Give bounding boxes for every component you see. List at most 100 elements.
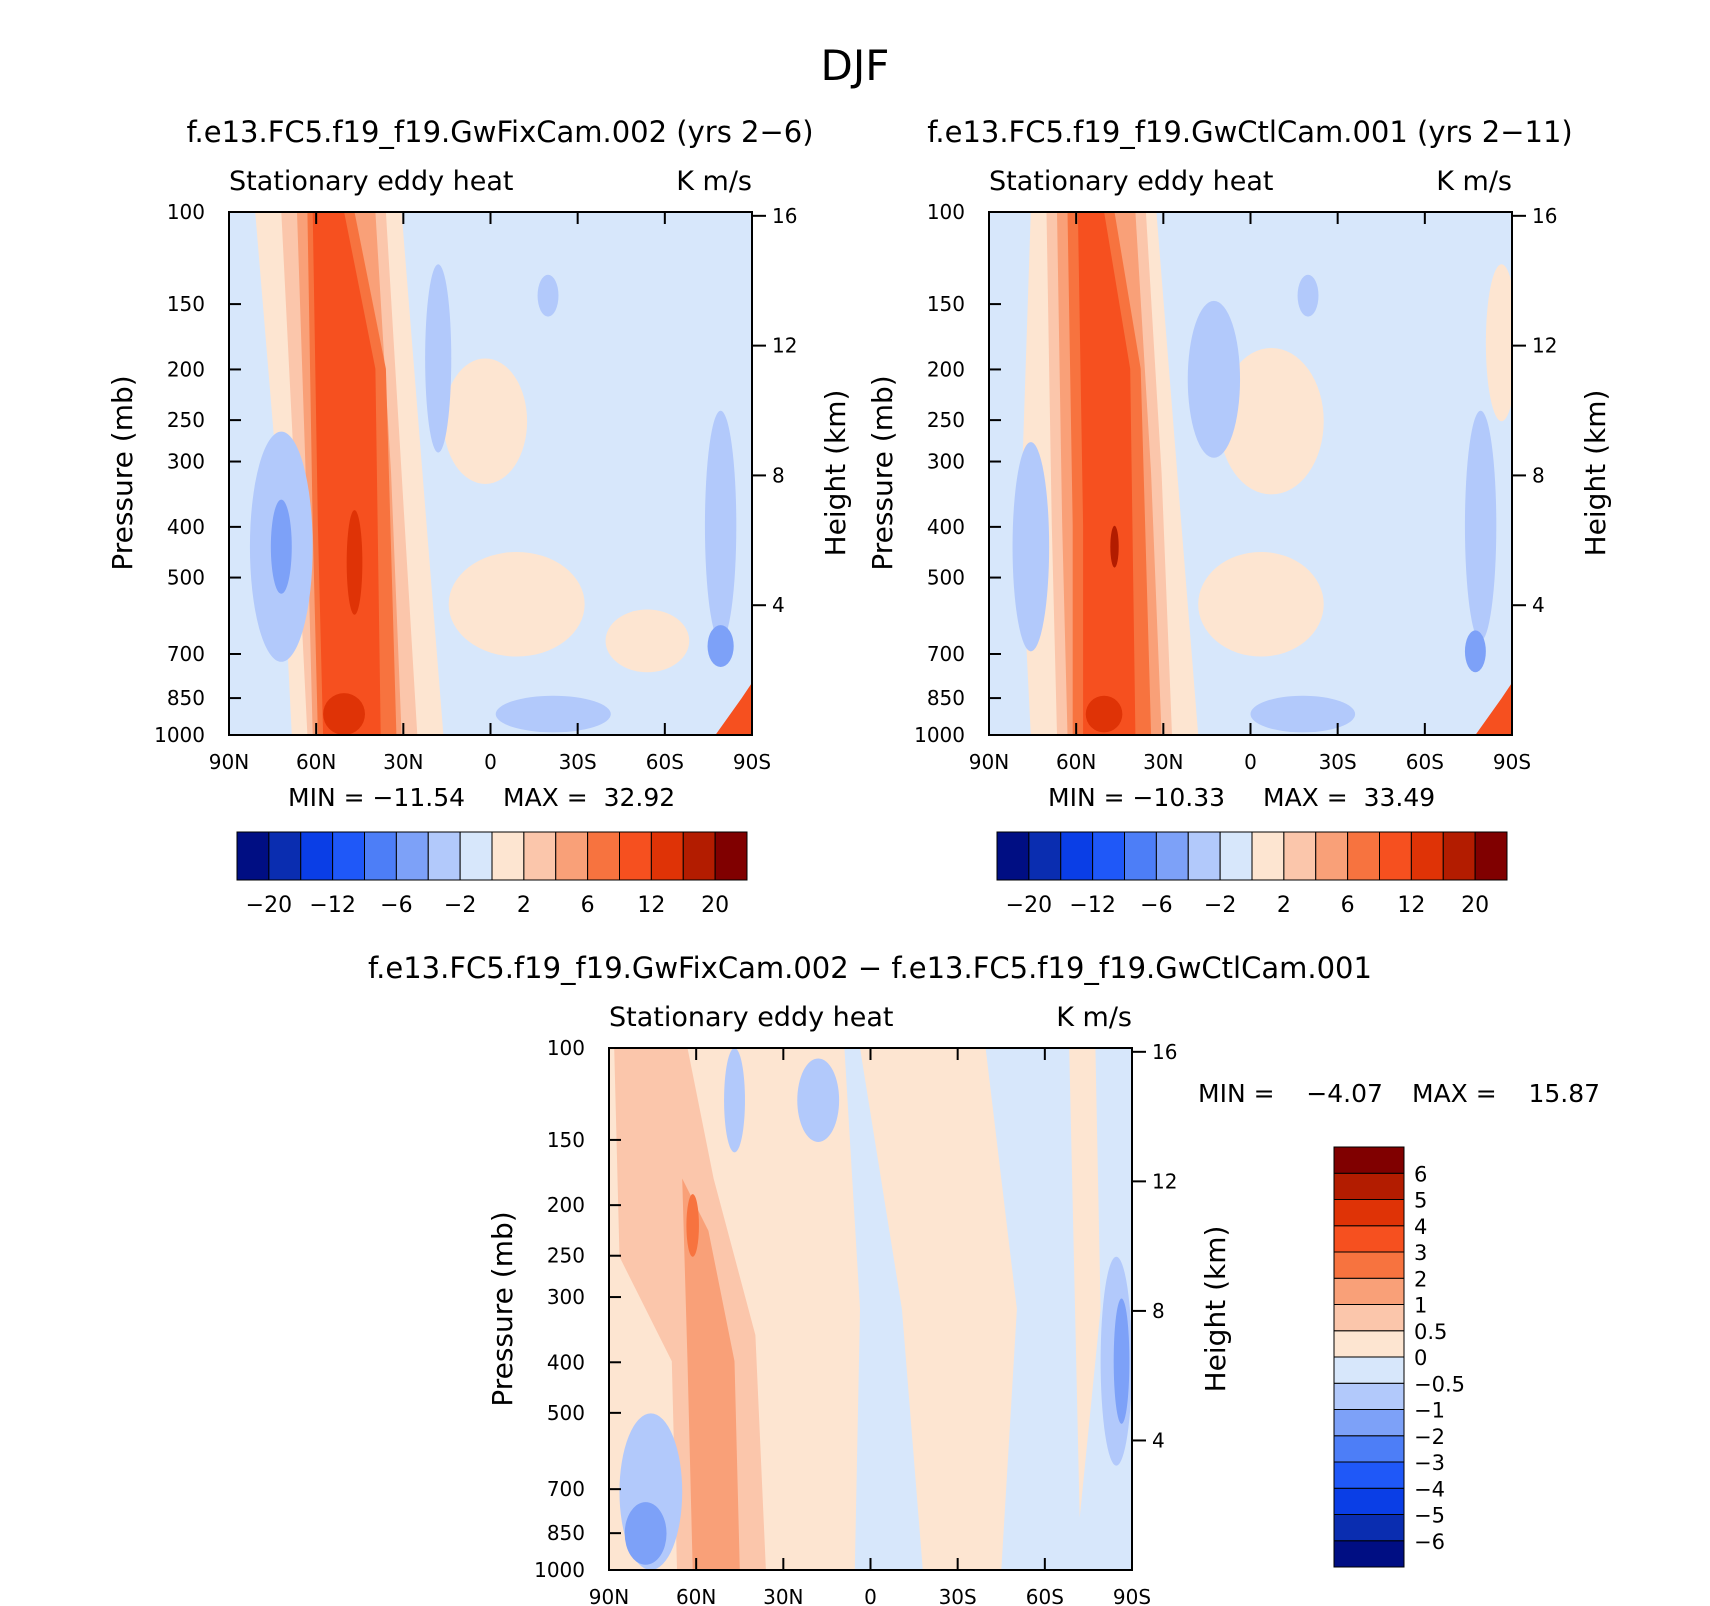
colorbar-tick-label: 6 (1414, 1162, 1427, 1186)
y-right-tick-label: 16 (1152, 1040, 1177, 1064)
y-tick-label: 500 (547, 1401, 585, 1425)
colorbar-swatch (1333, 1487, 1405, 1515)
colorbar-swatch (1347, 831, 1380, 881)
figure-title: DJF (821, 41, 890, 90)
contour-band (443, 358, 528, 484)
colorbar-tick-label: 12 (1397, 893, 1425, 918)
colorbar-tick-label: 5 (1414, 1189, 1427, 1213)
y-right-tick-label: 4 (1152, 1428, 1165, 1452)
x-tick-label: 0 (484, 750, 497, 774)
colorbar-swatch (1187, 831, 1221, 881)
y-tick-label: 850 (927, 686, 965, 710)
x-tick-label: 90S (733, 750, 771, 774)
colorbar-tick-label: −6 (1140, 893, 1172, 918)
colorbar-swatch (300, 831, 334, 881)
y-tick-label: 100 (927, 200, 965, 224)
x-tick-label: 60S (1026, 1585, 1064, 1606)
y-axis-right-label: Height (km) (1199, 1226, 1232, 1393)
y-axis-label: Pressure (mb) (486, 1211, 519, 1406)
y-right-tick-label: 12 (1152, 1169, 1177, 1193)
colorbar-tick-label: 6 (581, 893, 595, 918)
colorbar-swatch (1283, 831, 1317, 881)
colorbar-swatch (491, 831, 525, 881)
colorbar-swatch (1333, 1409, 1405, 1437)
y-right-tick-label: 4 (1532, 593, 1545, 617)
contour-band (1485, 264, 1512, 422)
contour-band (1219, 347, 1324, 495)
y-tick-label: 300 (167, 450, 205, 474)
y-tick-label: 300 (547, 1285, 585, 1309)
colorbar-swatch (1219, 831, 1253, 881)
y-right-tick-label: 8 (772, 463, 785, 487)
x-tick-label: 30S (939, 1585, 977, 1606)
contour-band (1464, 410, 1497, 641)
colorbar-swatch (714, 831, 748, 881)
colorbar-swatch (1333, 1356, 1405, 1384)
panel-subtitle-left: Stationary eddy heat (609, 1002, 894, 1033)
colorbar-tick-label: −12 (1069, 893, 1115, 918)
y-tick-label: 700 (927, 642, 965, 666)
colorbar-swatch (459, 831, 493, 881)
y-tick-label: 250 (167, 408, 205, 432)
colorbar-tick-label: 2 (1414, 1267, 1427, 1291)
colorbar-tick-label: 3 (1414, 1241, 1427, 1265)
colorbar-tick-label: −2 (444, 893, 476, 918)
y-tick-label: 150 (927, 292, 965, 316)
y-tick-label: 100 (547, 1036, 585, 1060)
y-tick-label: 200 (547, 1193, 585, 1217)
contour-band (1464, 630, 1486, 673)
contour-band (270, 499, 292, 594)
contour-core (346, 510, 363, 615)
x-tick-label: 60N (1056, 750, 1096, 774)
colorbar-swatch (587, 831, 620, 881)
panel-fixcam: f.e13.FC5.f19_f19.GwFixCam.002 (yrs 2−6)… (106, 115, 852, 918)
x-tick-label: 30N (763, 1585, 803, 1606)
colorbar-swatch (1333, 1461, 1405, 1489)
colorbar-tick-label: −1 (1414, 1399, 1445, 1423)
panel-subtitle-left: Stationary eddy heat (989, 166, 1274, 197)
contour-band (537, 274, 559, 317)
y-tick-label: 700 (547, 1477, 585, 1501)
colorbar-tick-label: −0.5 (1414, 1372, 1465, 1396)
y-right-tick-label: 16 (1532, 204, 1557, 228)
contour-band (707, 625, 734, 668)
contour-core (323, 693, 365, 735)
y-tick-label: 200 (927, 357, 965, 381)
y-tick-label: 200 (167, 357, 205, 381)
colorbar-tick-label: −4 (1414, 1477, 1445, 1501)
contour-field (989, 212, 1512, 735)
panel-difference: f.e13.FC5.f19_f19.GwFixCam.002 − f.e13.F… (368, 951, 1600, 1606)
x-tick-label: 60N (296, 750, 336, 774)
contour-core (686, 1194, 699, 1257)
contour-band (682, 1178, 740, 1570)
y-tick-label: 700 (167, 642, 205, 666)
colorbar-swatch (1474, 831, 1508, 881)
y-right-tick-label: 12 (1532, 334, 1557, 358)
y-axis-right-label: Height (km) (819, 390, 852, 557)
contour-band (860, 1048, 1017, 1570)
y-tick-label: 500 (927, 566, 965, 590)
y-tick-label: 1000 (154, 723, 205, 747)
min-label: MIN = −4.07 (1198, 1079, 1383, 1108)
contour-band (425, 264, 452, 453)
colorbar-swatch (1333, 1330, 1405, 1358)
colorbar-tick-label: 2 (517, 893, 531, 918)
contour-field (229, 212, 752, 735)
panel-subtitle-right: K m/s (1436, 166, 1512, 197)
x-tick-label: 60S (1406, 750, 1444, 774)
colorbar: −20 −12 −6 −2 2 6 12 20 (236, 831, 748, 918)
panel-ctlcam: f.e13.FC5.f19_f19.GwCtlCam.001 (yrs 2−11… (866, 115, 1612, 918)
colorbar-swatch (1155, 831, 1189, 881)
colorbar-swatch (1333, 1540, 1405, 1568)
colorbar-swatch (236, 831, 270, 881)
max-label: MAX = 33.49 (1263, 783, 1435, 812)
colorbar-swatch (1333, 1382, 1405, 1410)
colorbar-swatch (1333, 1172, 1405, 1200)
colorbar-swatch (1333, 1199, 1405, 1227)
colorbar-tick-label: 6 (1341, 893, 1355, 918)
y-tick-label: 850 (547, 1521, 585, 1545)
colorbar-swatch (1333, 1514, 1405, 1542)
contour-band (605, 609, 690, 673)
